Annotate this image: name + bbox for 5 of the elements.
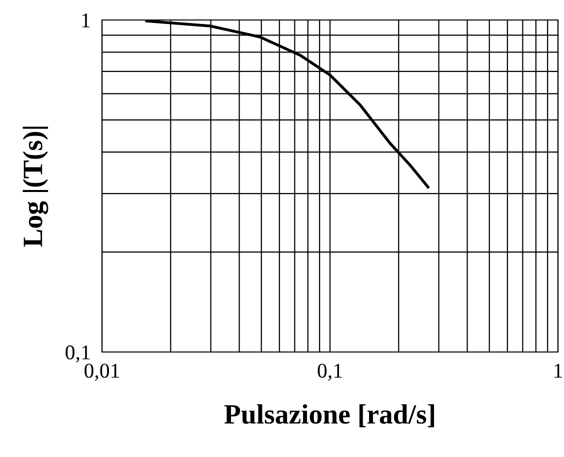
x-tick-label: 1 xyxy=(554,364,562,378)
x-axis-title: Pulsazione [rad/s] xyxy=(224,404,434,428)
x-tick-label: 0,1 xyxy=(318,364,342,381)
y-axis-title: Log |(T(s)| xyxy=(22,126,48,247)
x-tick-label: 0,01 xyxy=(84,364,119,381)
